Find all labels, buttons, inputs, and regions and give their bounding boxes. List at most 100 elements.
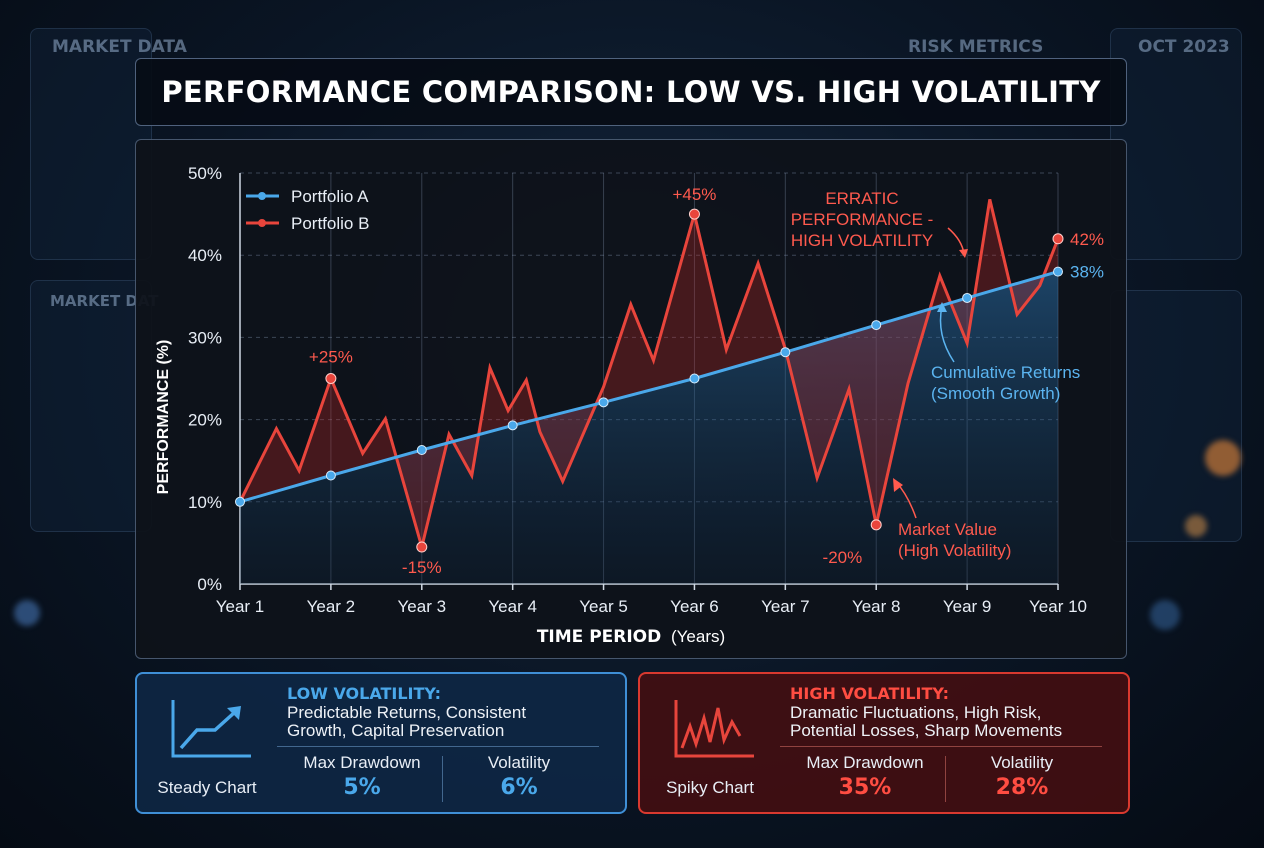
- portfolio-a-point: [235, 496, 245, 507]
- annotation-erratic: ERRATIC PERFORMANCE - HIGH VOLATILITY: [791, 189, 968, 258]
- y-tick-label: 0%: [197, 575, 222, 594]
- legend-marker-portfolio-b: [258, 219, 266, 227]
- low-volatility-metric-value: 6%: [500, 775, 538, 800]
- low-volatility-description: Predictable Returns, Consistent Growth, …: [287, 704, 617, 740]
- x-tick-label: Year 9: [943, 597, 992, 616]
- chart-panel: 0% 10% 20% 30% 40% 50% Year 1 Year 2 Year 3 Year …: [135, 139, 1127, 659]
- portfolio-b-line: [238, 198, 1060, 553]
- portfolio-a-point: [962, 292, 973, 303]
- annotation-cumulative-arrowhead: [937, 302, 947, 312]
- point-label: -20%: [823, 548, 863, 567]
- high-max-drawdown-label: Max Drawdown: [806, 753, 924, 772]
- legend-marker-portfolio-a: [258, 192, 266, 200]
- low-max-drawdown-value: 5%: [343, 775, 381, 800]
- annotation-erratic-line-1: ERRATIC: [825, 189, 898, 208]
- portfolio-b-point: [1052, 233, 1064, 245]
- x-axis-title-bold: TIME PERIOD: [537, 627, 661, 647]
- portfolio-a-point: [507, 420, 518, 431]
- high-volatility-metric: Volatility 28%: [942, 753, 1102, 800]
- point-label: +25%: [309, 348, 353, 367]
- high-volatility-heading: HIGH VOLATILITY:: [790, 684, 949, 703]
- high-volatility-desc-line-2: Potential Losses, Sharp Movements: [790, 721, 1063, 740]
- x-tick-label: Year 2: [307, 597, 356, 616]
- annotation-erratic-line-3: HIGH VOLATILITY: [791, 231, 933, 250]
- spiky-chart-icon: [674, 700, 754, 758]
- low-volatility-card: Steady Chart LOW VOLATILITY: Predictable…: [135, 672, 627, 814]
- annotation-cumulative-line-2: (Smooth Growth): [931, 384, 1060, 403]
- annotation-market-value-line-1: Market Value: [898, 520, 997, 539]
- spiky-chart-caption: Spiky Chart: [666, 778, 754, 797]
- background-label-market-data-2: MARKET DAT: [50, 292, 159, 310]
- annotation-erratic-arrowhead: [959, 249, 968, 258]
- high-volatility-desc-line-1: Dramatic Fluctuations, High Risk,: [790, 703, 1042, 722]
- high-volatility-metric-value: 28%: [995, 775, 1049, 800]
- x-tick-label: Year 8: [852, 597, 901, 616]
- portfolio-a-area: [240, 271, 1058, 584]
- legend: Portfolio A Portfolio B: [246, 187, 369, 233]
- low-volatility-divider: [277, 746, 599, 747]
- high-volatility-card: Spiky Chart HIGH VOLATILITY: Dramatic Fl…: [638, 672, 1130, 814]
- low-volatility-desc-line-2: Growth, Capital Preservation: [287, 721, 505, 740]
- portfolio-b-point: [325, 373, 337, 384]
- low-volatility-heading: LOW VOLATILITY:: [287, 684, 442, 703]
- portfolio-b-point: [416, 541, 428, 553]
- portfolio-a-point: [1053, 266, 1063, 277]
- high-volatility-metric-label: Volatility: [990, 753, 1054, 772]
- low-max-drawdown-label: Max Drawdown: [303, 753, 421, 772]
- y-tick-label: 30%: [188, 328, 222, 347]
- background-panel-right: [1110, 28, 1242, 260]
- chart-title: PERFORMANCE COMPARISON: LOW VS. HIGH VOL…: [161, 75, 1101, 109]
- y-tick-label: 40%: [188, 246, 222, 265]
- background-panel-left-2: [30, 280, 152, 532]
- background-panel-left: [30, 28, 152, 260]
- annotation-erratic-line-2: PERFORMANCE -: [791, 210, 934, 229]
- steady-chart-caption: Steady Chart: [157, 778, 257, 797]
- performance-chart: 0% 10% 20% 30% 40% 50% Year 1 Year 2 Year 3 Year …: [155, 164, 1104, 647]
- low-volatility-metric: Volatility 6%: [439, 753, 599, 800]
- high-max-drawdown-value: 35%: [838, 775, 892, 800]
- bokeh-light: [1150, 600, 1180, 630]
- x-tick-label: Year 6: [670, 597, 719, 616]
- point-label: 38%: [1070, 263, 1104, 282]
- background-label-risk-metrics: RISK METRICS: [908, 37, 1044, 57]
- annotation-market-value-arrowhead: [893, 478, 903, 492]
- point-label: -15%: [402, 558, 442, 577]
- high-volatility-divider: [780, 746, 1102, 747]
- y-tick-label: 50%: [188, 164, 222, 183]
- x-tick-label: Year 1: [216, 597, 265, 616]
- bokeh-light: [1205, 440, 1241, 476]
- x-tick-label: Year 10: [1029, 597, 1087, 616]
- legend-label-portfolio-b: Portfolio B: [291, 214, 369, 233]
- annotation-cumulative: Cumulative Returns (Smooth Growth): [931, 302, 1080, 403]
- high-metric-divider: [945, 756, 946, 802]
- portfolio-b-point: [870, 519, 882, 531]
- low-volatility-metric-label: Volatility: [487, 753, 551, 772]
- portfolio-a-point: [871, 320, 882, 331]
- bokeh-light: [1185, 515, 1207, 537]
- background-label-date: OCT 2023: [1138, 37, 1230, 57]
- portfolio-a-line: [239, 270, 1059, 504]
- annotation-cumulative-line-1: Cumulative Returns: [931, 363, 1080, 382]
- portfolio-b-point: [688, 208, 700, 220]
- portfolio-a-point: [598, 397, 609, 408]
- portfolio-b-deviation-area: [240, 199, 1058, 548]
- x-tick-label: Year 5: [579, 597, 628, 616]
- x-axis-title-rest: (Years): [671, 627, 725, 646]
- x-tick-label: Year 4: [488, 597, 537, 616]
- point-label: +45%: [672, 185, 716, 204]
- x-tick-label: Year 3: [398, 597, 447, 616]
- background-label-market-data: MARKET DATA: [52, 37, 187, 57]
- legend-label-portfolio-a: Portfolio A: [291, 187, 369, 206]
- title-banner: PERFORMANCE COMPARISON: LOW VS. HIGH VOL…: [135, 58, 1127, 126]
- annotation-market-value-line-2: (High Volatility): [898, 541, 1011, 560]
- low-max-drawdown: Max Drawdown 5%: [282, 753, 442, 800]
- high-volatility-description: Dramatic Fluctuations, High Risk, Potent…: [790, 704, 1120, 740]
- bokeh-light: [14, 600, 40, 626]
- high-max-drawdown: Max Drawdown 35%: [785, 753, 945, 800]
- steady-chart-icon: [171, 700, 251, 758]
- x-axis-title: TIME PERIOD (Years): [537, 627, 725, 647]
- low-volatility-desc-line-1: Predictable Returns, Consistent: [287, 703, 527, 722]
- x-tick-label: Year 7: [761, 597, 810, 616]
- background-panel-right-2: [1110, 290, 1242, 542]
- y-tick-label: 20%: [188, 411, 222, 430]
